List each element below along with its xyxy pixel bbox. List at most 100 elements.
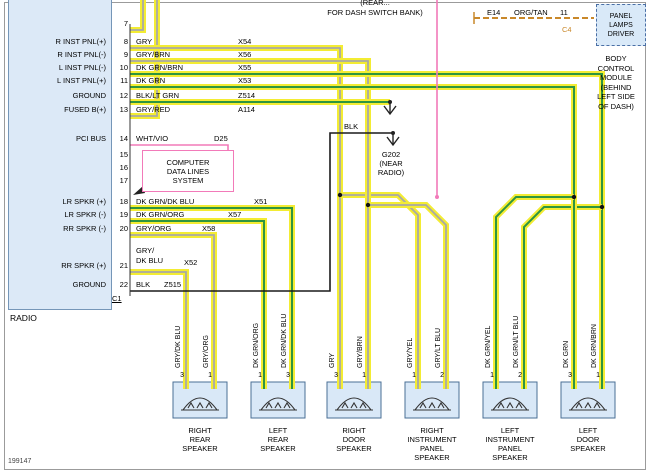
speaker-name: RIGHT REAR SPEAKER: [182, 426, 218, 453]
speaker-name: RIGHT DOOR SPEAKER: [336, 426, 372, 453]
speaker-wire-label: DK GRN/LT BLU: [513, 315, 520, 368]
speaker-box-right-ip: [404, 381, 460, 419]
circuit-code: A114: [238, 105, 255, 114]
wire-color-label: DK GRN/BRN: [136, 63, 184, 72]
pin-number: 13: [119, 105, 128, 114]
pin-number: 22: [119, 280, 128, 289]
wire-color-label: DK GRN/ORG: [136, 210, 185, 219]
pin-number: 21: [119, 261, 128, 270]
pin-function-label: RR SPKR (-): [63, 224, 106, 233]
panel-lamps-driver-box: PANEL LAMPS DRIVER: [596, 4, 646, 46]
speaker-pin: 1: [362, 372, 366, 379]
speaker-name: LEFT INSTRUMENT PANEL SPEAKER: [485, 426, 535, 462]
bcm-pin: 11: [560, 8, 568, 17]
pin-number: 20: [119, 224, 128, 233]
pin-function-label: R INST PNL(+): [55, 37, 107, 46]
blk-wire-label: BLK: [344, 122, 359, 131]
speaker-pin: 3: [334, 372, 338, 379]
speaker-wire-label: DK GRN/DK BLU: [281, 313, 288, 368]
wire-color-label: GRY/BRN: [136, 50, 171, 59]
speaker-wire-label: GRY/BRN: [357, 336, 364, 368]
circuit-code: X55: [238, 63, 252, 72]
pin-number: 16: [119, 163, 128, 172]
circuit-code: Z514: [238, 91, 256, 100]
speaker-symbols: [181, 397, 607, 411]
pin-function-label: FUSED B(+): [64, 105, 106, 114]
wire-color-label: GRY/RED: [136, 105, 171, 114]
wire-color-label: BLK/LT GRN: [136, 91, 180, 100]
circuit-code: X51: [254, 197, 268, 206]
speaker-pin: 2: [518, 372, 522, 379]
wire-color-label: WHT/VIO: [136, 134, 169, 143]
circuit-code: X57: [228, 210, 242, 219]
circuit-code: X53: [238, 76, 252, 85]
circuit-code: X52: [184, 258, 198, 267]
speaker-box-left-door: [560, 381, 616, 419]
circuit-code: Z515: [164, 280, 182, 289]
speaker-pin: 1: [208, 372, 212, 379]
speaker-box-right-rear: [172, 381, 228, 419]
speaker-name: LEFT REAR SPEAKER: [260, 426, 296, 453]
wires-green-circuits: [130, 71, 605, 389]
speaker-pin: 2: [440, 372, 444, 379]
pin-function-label: LR SPKR (+): [62, 197, 106, 206]
speaker-wire-label: GRY/ORG: [203, 335, 210, 368]
bcm-connector-c4: C4: [562, 25, 572, 34]
pin-function-label: GROUND: [72, 280, 106, 289]
computer-data-lines-label: COMPUTER DATA LINES SYSTEM: [166, 157, 210, 185]
speaker-pin: 1: [490, 372, 494, 379]
ground-symbol-z514: [383, 100, 397, 116]
pin-function-label: L INST PNL(-): [58, 63, 106, 72]
wires-gray-circuits: [130, 0, 449, 389]
pin-number: 11: [120, 76, 128, 85]
speaker-pin: 1: [258, 372, 262, 379]
wire-color-label: DK BLU: [136, 256, 164, 265]
pin-function-label: LR SPKR (-): [64, 210, 106, 219]
pin-number: 15: [119, 150, 128, 159]
wire-color-label: BLK: [136, 280, 151, 289]
pin-number: 12: [119, 91, 128, 100]
circuit-code: X58: [202, 224, 216, 233]
pin-function-label: L INST PNL(+): [57, 76, 106, 85]
radio-connector-block: [8, 0, 112, 310]
splice-dots: [337, 192, 605, 210]
wire-color-label: DK GRN/DK BLU: [136, 197, 195, 206]
radio-label: RADIO: [10, 313, 37, 323]
circuit-code: D25: [214, 134, 228, 143]
speaker-box-left-rear: [250, 381, 306, 419]
connector-c1-label: C1: [112, 294, 122, 303]
speaker-wire-label: DK GRN/YEL: [485, 325, 492, 368]
bcm-module-label: BODY CONTROL MODULE (BEHIND LEFT SIDE OF…: [597, 54, 635, 111]
bcm-ref-code: E14: [487, 8, 501, 17]
wire-color-label: GRY/: [136, 246, 155, 255]
pin-number: 17: [119, 176, 128, 185]
pin-function-label: RR SPKR (+): [61, 261, 106, 270]
pin-function-label: GROUND: [72, 91, 106, 100]
pin-number: 8: [123, 37, 128, 46]
circuit-code: X56: [238, 50, 252, 59]
page-id-number: 199147: [8, 458, 32, 465]
speaker-pin: 3: [180, 372, 184, 379]
panel-lamps-driver-label: PANEL LAMPS DRIVER: [607, 12, 635, 38]
circuit-code: X54: [238, 37, 252, 46]
speaker-pin: 3: [286, 372, 290, 379]
wire-pci-bus: [130, 0, 439, 199]
speaker-name: LEFT DOOR SPEAKER: [570, 426, 606, 453]
speaker-box-right-door: [326, 381, 382, 419]
speaker-wire-label: GRY/LT BLU: [435, 327, 442, 368]
speaker-boxes: [172, 381, 616, 419]
pin-number: 19: [119, 210, 128, 219]
pin-function-label: R INST PNL(-): [57, 50, 106, 59]
wire-org-tan-dashed: [473, 12, 594, 24]
speaker-wire-label: DK GRN: [563, 340, 570, 368]
pin-number: 14: [119, 134, 128, 143]
speaker-box-left-ip: [482, 381, 538, 419]
wire-ground-blk: [130, 132, 393, 292]
wire-color-label: GRY/ORG: [136, 224, 172, 233]
bcm-wire-color: ORG/TAN: [514, 8, 548, 17]
g202-ground-label: G202 (NEAR RADIO): [377, 150, 405, 177]
page-border: [4, 2, 646, 470]
speaker-wire-label: DK GRN/ORG: [253, 322, 260, 368]
